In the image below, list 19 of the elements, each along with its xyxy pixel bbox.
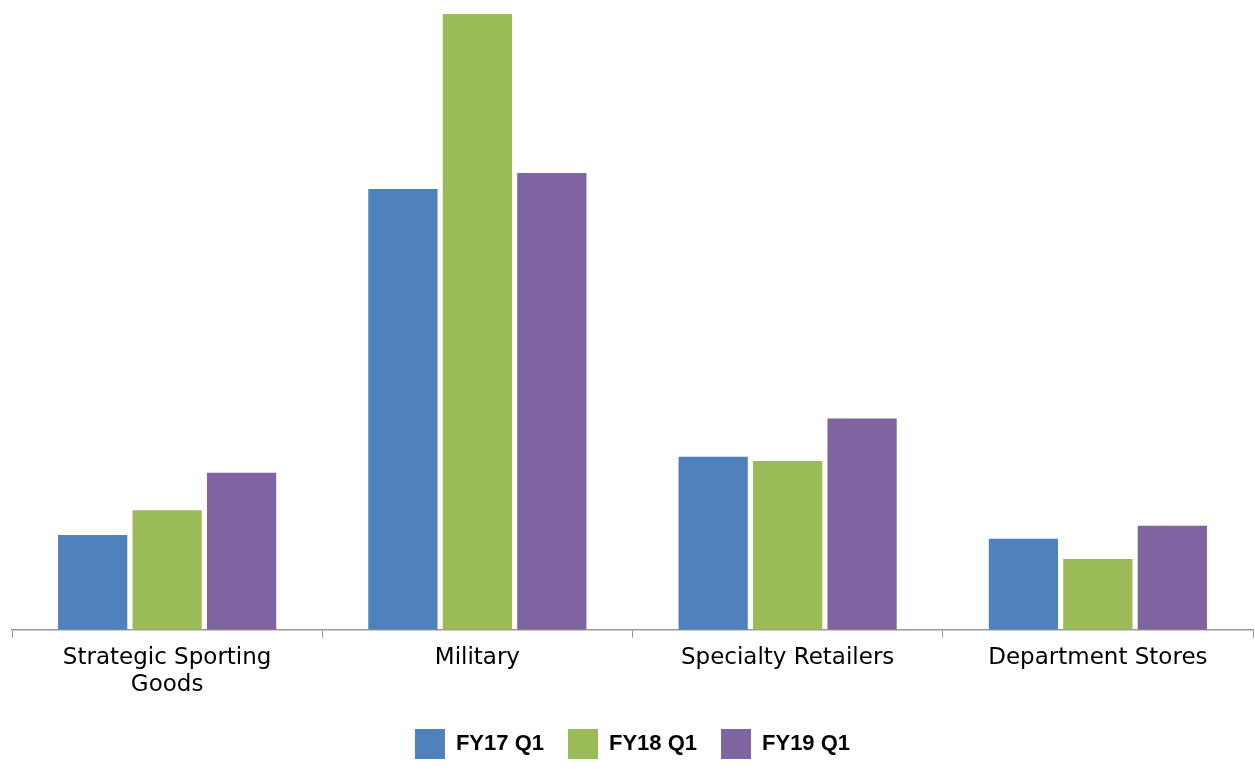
- legend-label: FY19 Q1: [762, 730, 851, 756]
- bar: [1063, 558, 1133, 630]
- x-tick-label: Department Stores: [988, 642, 1208, 669]
- bar: [368, 188, 438, 630]
- x-tick-label: Specialty Retailers: [680, 642, 895, 669]
- legend-label: FY18 Q1: [608, 730, 698, 756]
- legend-label: FY17 Q1: [455, 730, 544, 756]
- bar: [988, 538, 1059, 630]
- x-tick-label: Strategic Sporting Goods: [62, 642, 272, 697]
- bar: [206, 472, 277, 630]
- bar: [517, 172, 587, 630]
- bar: [678, 456, 748, 630]
- bar: [1137, 525, 1207, 630]
- bar: [827, 418, 897, 630]
- bar: [58, 534, 128, 630]
- bar: [442, 14, 512, 630]
- bar: [132, 510, 202, 630]
- x-tick-label: Military: [434, 642, 520, 669]
- bar: [753, 461, 823, 630]
